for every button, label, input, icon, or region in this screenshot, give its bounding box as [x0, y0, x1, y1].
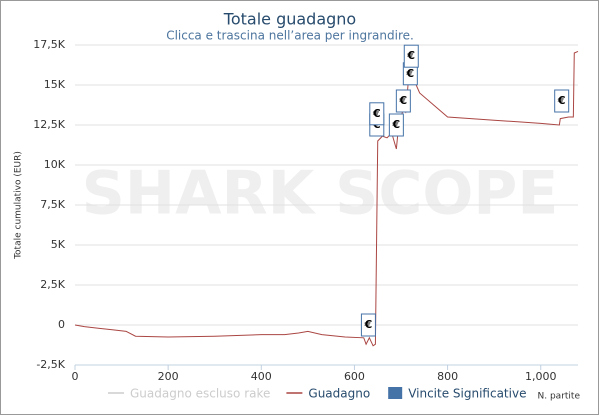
y-tick-label: 12,5K [33, 118, 65, 131]
x-tick-label: 800 [437, 370, 458, 383]
legend-item[interactable]: Guadagno [286, 387, 370, 401]
flag-label: € [399, 94, 408, 107]
x-tick-label: 600 [344, 370, 365, 383]
y-tick-label: 2,5K [40, 278, 65, 291]
flag [554, 89, 570, 113]
y-tick-label: 17,5K [33, 38, 65, 51]
y-axis-label: Totale cumulativo (EUR) [14, 151, 24, 260]
chart-title: Totale guadagno [223, 10, 356, 29]
flag-label: € [372, 107, 381, 120]
y-tick-label: 15K [44, 78, 66, 91]
flag-label: € [406, 49, 415, 62]
flag-label: € [406, 67, 415, 80]
x-tick-label: 1,000 [525, 370, 557, 383]
flag [360, 313, 376, 337]
y-tick-label: 10K [44, 158, 66, 171]
flag [369, 102, 385, 126]
x-tick-label: 200 [158, 370, 179, 383]
chart-subtitle: Clicca e trascina nell’area per ingrandi… [166, 29, 414, 43]
y-tick-label: 7,5K [40, 198, 65, 211]
y-tick-label: 0 [58, 318, 65, 331]
flag [388, 113, 404, 137]
legend-symbol [388, 387, 403, 399]
x-tick-label: 0 [72, 370, 79, 383]
flag-label: € [557, 94, 566, 107]
x-axis-label: N. partite [538, 392, 581, 402]
legend-label: Guadagno [308, 387, 370, 401]
flag-label: € [392, 118, 401, 131]
x-tick-label: 400 [251, 370, 272, 383]
legend-item[interactable]: Guadagno escluso rake [108, 387, 270, 401]
watermark: SHARK SCOPE [82, 159, 559, 229]
legend-label: Guadagno escluso rake [130, 387, 270, 401]
legend-label: Vincite Significative [408, 387, 526, 401]
flag [395, 89, 411, 113]
y-tick-label: 5K [51, 238, 66, 251]
legend-item[interactable]: Vincite Significative [388, 387, 526, 401]
flag [403, 44, 419, 68]
y-tick-label: -2,5K [36, 358, 65, 371]
flag-label: € [364, 318, 373, 331]
